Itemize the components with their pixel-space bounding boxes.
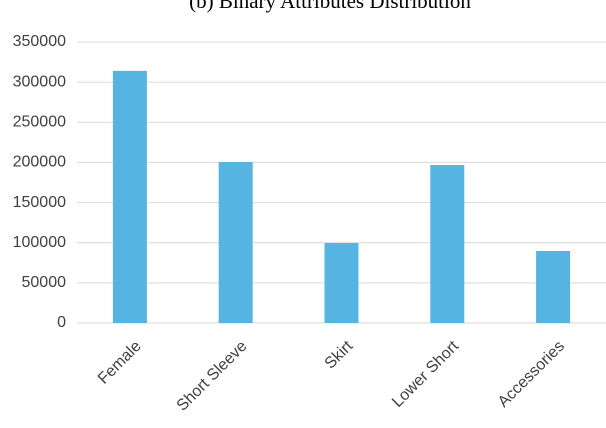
x-tick-label: Female: [95, 338, 145, 388]
y-tick-label: 100000: [13, 234, 66, 251]
bar: [324, 243, 359, 323]
x-tick-label: Short Sleeve: [174, 338, 251, 415]
y-tick-label: 50000: [22, 274, 67, 291]
chart-title: (b) Binary Attributes Distribution: [189, 0, 471, 13]
bar: [430, 164, 465, 323]
bar: [218, 162, 253, 323]
x-tick-label: Accessories: [495, 338, 568, 411]
bar: [536, 250, 571, 323]
x-tick-label: Skirt: [322, 337, 357, 372]
y-tick-label: 0: [57, 314, 66, 331]
x-tick-label: Lower Short: [389, 337, 462, 410]
y-tick-label: 300000: [13, 73, 66, 90]
y-tick-label: 150000: [13, 194, 66, 211]
bar: [112, 70, 147, 323]
y-tick-label: 200000: [13, 154, 66, 171]
y-tick-label: 350000: [13, 33, 66, 50]
y-tick-label: 250000: [13, 114, 66, 131]
